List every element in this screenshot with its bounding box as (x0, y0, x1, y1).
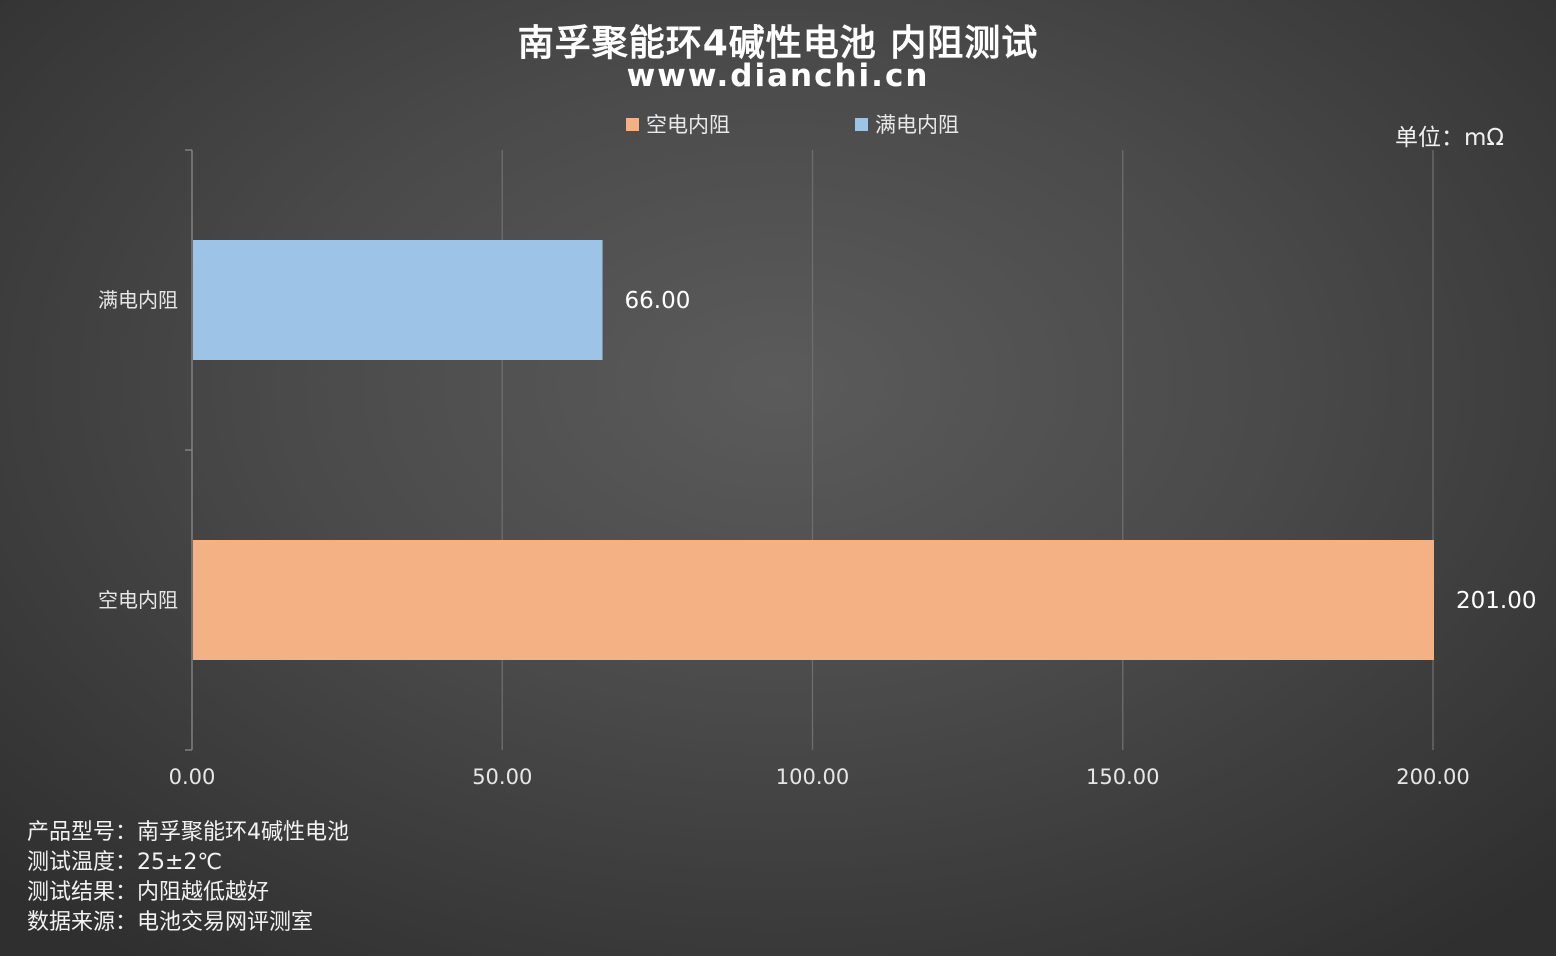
chart-title: 南孚聚能环4碱性电池 内阻测试 (517, 23, 1039, 64)
x-tick-label-150: 150.00 (1086, 765, 1159, 789)
legend-item-full: 满电内阻 (855, 111, 959, 137)
legend-label-full: 满电内阻 (875, 113, 959, 137)
info-line-source: 数据来源：电池交易网评测室 (27, 910, 314, 935)
info-block: 产品型号：南孚聚能环4碱性电池 测试温度：25±2℃ 测试结果：内阻越低越好 数… (27, 818, 349, 938)
x-tick-label-50: 50.00 (472, 765, 532, 789)
info-line-temperature: 测试温度：25±2℃ (27, 850, 223, 875)
legend-swatch-empty (626, 117, 639, 131)
info-line-result: 测试结果：内阻越低越好 (27, 880, 270, 905)
info-line-model: 产品型号：南孚聚能环4碱性电池 (27, 820, 349, 845)
legend-swatch-full (855, 117, 868, 131)
unit-label: 单位：mΩ (1395, 125, 1504, 151)
legend-label-empty: 空电内阻 (646, 113, 730, 137)
x-tick-label-200: 200.00 (1396, 765, 1469, 789)
category-label-1: 空电内阻 (98, 588, 178, 612)
data-label-1: 201.00 (1456, 588, 1536, 614)
x-tick-label-100: 100.00 (776, 765, 849, 789)
chart-subtitle: www.dianchi.cn (626, 58, 930, 94)
x-tick-label-0: 0.00 (169, 765, 216, 789)
bar-0 (193, 240, 603, 360)
data-label-0: 66.00 (625, 288, 691, 314)
category-label-0: 满电内阻 (98, 288, 178, 312)
bar-chart: 0.00 50.00 100.00 150.00 200.00 满电内阻 66.00 空电内阻… (98, 149, 1536, 789)
legend-item-empty: 空电内阻 (626, 111, 730, 137)
bar-1 (193, 540, 1434, 660)
